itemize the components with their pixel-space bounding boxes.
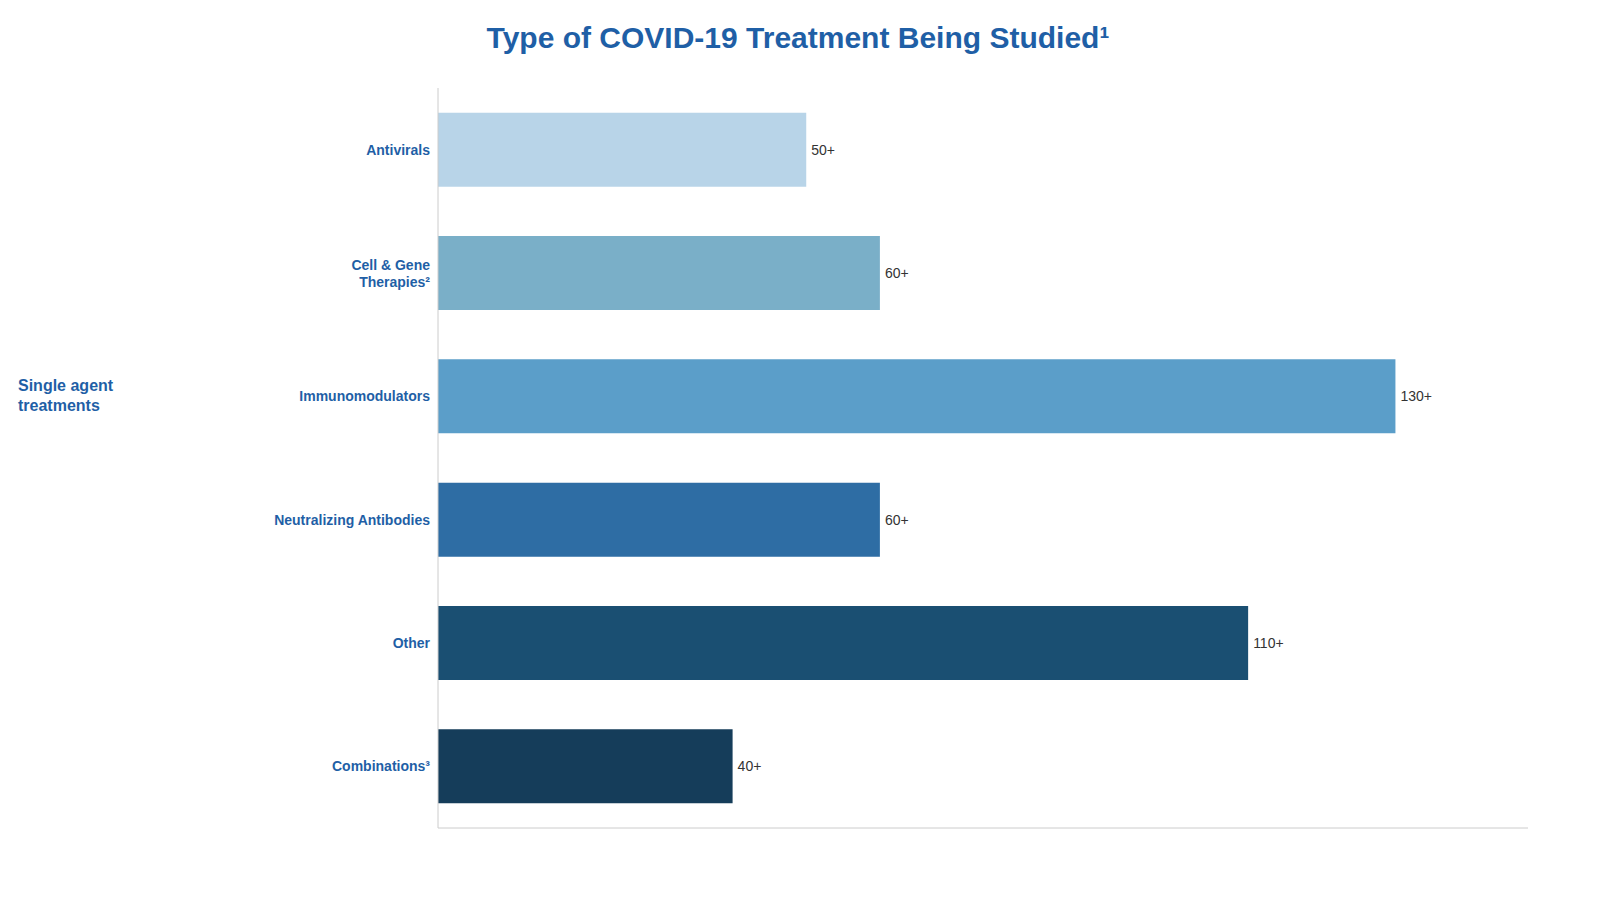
svg-text:Combinations³: Combinations³ <box>332 758 430 774</box>
html-text:Single agent treatments: Single agent treatments <box>18 377 114 415</box>
svg-text:40+: 40+ <box>738 758 762 774</box>
svg-text:60+: 60+ <box>885 265 909 281</box>
svg-text:60+: 60+ <box>885 512 909 528</box>
svg-text:50+: 50+ <box>811 142 835 158</box>
svg-text:130+: 130+ <box>1400 388 1432 404</box>
svg-text:Other: Other <box>393 635 431 651</box>
svg-text:Immunomodulators: Immunomodulators <box>299 388 430 404</box>
svg-text:110+: 110+ <box>1253 635 1284 651</box>
svg-text:Neutralizing Antibodies: Neutralizing Antibodies <box>274 512 430 528</box>
svg-text:Cell & GeneTherapies²: Cell & GeneTherapies² <box>351 257 430 290</box>
html-text:Type of COVID-19 Treatment Bei: Type of COVID-19 Treatment Being Studied… <box>486 21 1110 54</box>
svg-text:Antivirals: Antivirals <box>366 142 430 158</box>
